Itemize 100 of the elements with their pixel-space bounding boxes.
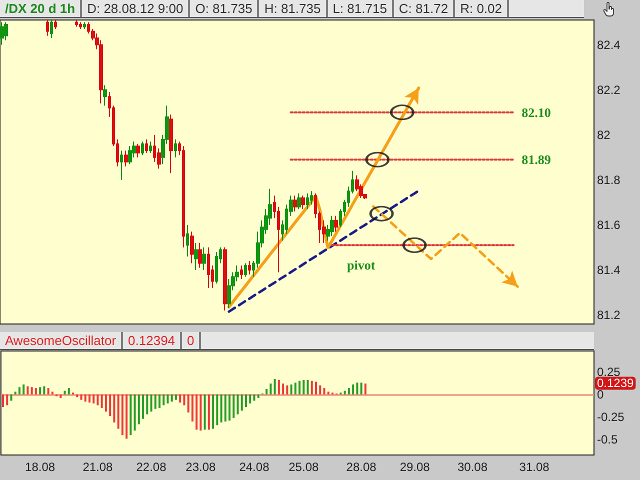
bar: [100, 394, 103, 408]
candlestick: [306, 192, 309, 210]
bar: [323, 388, 326, 394]
bar: [356, 382, 358, 394]
bar: [352, 384, 354, 394]
bar: [150, 394, 152, 412]
bar: [109, 394, 112, 416]
bar: [68, 388, 70, 394]
candlestick: [310, 190, 313, 206]
text: R: 0.02: [455, 0, 509, 17]
x-tick-label: 31.08: [519, 460, 550, 474]
y-tick-label: -0.25: [597, 410, 625, 424]
bar: [270, 384, 272, 394]
bar: [216, 394, 218, 426]
bar: [166, 394, 169, 404]
candlestick: [120, 150, 123, 180]
y-tick-label: 81.8: [597, 172, 621, 187]
bar: [134, 394, 136, 431]
candlestick: [223, 246, 227, 311]
candlestick: [149, 141, 152, 154]
candlestick: [330, 215, 334, 237]
x-tick-label: 30.08: [457, 460, 488, 474]
y-tick-label: 81.2: [597, 308, 621, 322]
text: H: 81.735: [259, 0, 328, 17]
bar: [170, 394, 173, 402]
bar: [26, 386, 29, 394]
y-tick-label: 82: [597, 128, 611, 142]
candlestick: [207, 246, 210, 288]
candlestick: [79, 22, 82, 30]
bar: [64, 390, 66, 394]
bar: [212, 394, 214, 429]
bar: [278, 380, 280, 394]
bar: [142, 394, 144, 419]
text: L: 81.715: [328, 0, 394, 17]
candlestick: [75, 20, 78, 28]
bar: [34, 388, 37, 394]
candlestick: [136, 143, 140, 158]
candlestick: [215, 251, 218, 284]
candlestick: [54, 20, 57, 30]
candlestick: [141, 141, 144, 156]
bar: [360, 382, 362, 394]
candlestick: [190, 231, 194, 264]
candlestick: [194, 242, 198, 270]
text: C: 81.72: [394, 0, 456, 17]
candlestick: [103, 84, 107, 106]
candlestick: [297, 192, 301, 210]
bar: [80, 394, 82, 400]
bar: [92, 394, 95, 404]
annotation: 0.1239: [597, 376, 634, 390]
bar: [348, 388, 350, 394]
bar: [76, 394, 78, 398]
bar: [117, 394, 120, 429]
bar: [266, 388, 268, 394]
text: O: 81.735: [190, 0, 260, 17]
candlestick: [202, 246, 206, 270]
bar: [104, 394, 107, 412]
candlestick: [145, 138, 148, 154]
bar: [191, 394, 194, 422]
bar: [30, 387, 33, 394]
bar: [187, 394, 190, 412]
bar: [113, 394, 116, 422]
bar: [43, 386, 46, 394]
bar: [240, 394, 243, 411]
candlestick: [46, 20, 49, 36]
series-label: 82.10: [522, 104, 551, 120]
bar: [319, 385, 322, 394]
bar: [302, 380, 305, 394]
bar: [158, 394, 160, 408]
x-tick-label: 22.08: [136, 460, 167, 474]
candlestick: [169, 114, 173, 174]
bar: [60, 394, 62, 398]
bar: [282, 384, 284, 394]
candlestick: [293, 195, 297, 212]
bar: [174, 394, 177, 400]
bar: [257, 394, 260, 398]
y-tick-label: 82.4: [597, 38, 621, 52]
bar: [96, 394, 99, 406]
bar: [204, 394, 206, 430]
candlestick: [248, 260, 251, 275]
bar: [253, 394, 256, 401]
bar: [244, 394, 247, 408]
y-tick-label: 81.6: [597, 218, 621, 232]
candlestick: [334, 215, 338, 232]
bar: [306, 380, 309, 394]
bar: [10, 394, 12, 401]
bar: [162, 394, 165, 406]
bar: [200, 394, 202, 431]
y-tick-label: -0.5: [597, 432, 618, 447]
y-tick-label: 82.2: [597, 82, 621, 97]
series-label: 81.89: [522, 152, 552, 168]
bar: [146, 394, 148, 414]
bar: [179, 394, 182, 403]
text: D: 28.08.12 9:00: [82, 0, 190, 17]
bar: [2, 394, 4, 408]
bar: [327, 392, 330, 394]
bar: [14, 392, 16, 394]
bar: [228, 394, 231, 421]
candlestick: [301, 195, 305, 210]
bar: [126, 394, 128, 439]
bar: [47, 388, 50, 394]
